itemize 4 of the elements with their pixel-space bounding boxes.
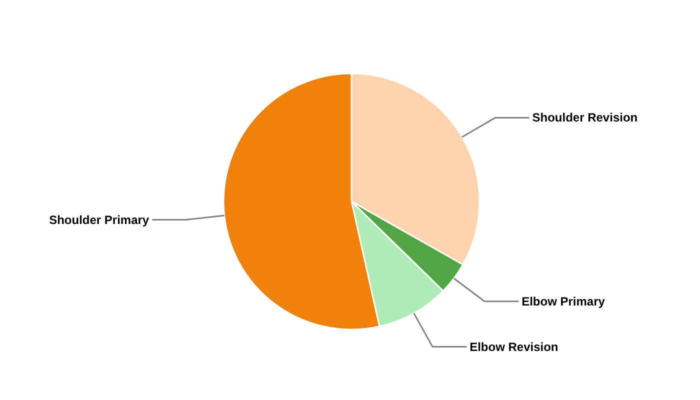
slice-label: Elbow Primary xyxy=(522,294,606,308)
slice-label: Shoulder Revision xyxy=(532,110,638,125)
slice-label: Shoulder Primary xyxy=(49,212,150,227)
slice-label: Elbow Revision xyxy=(470,340,558,354)
